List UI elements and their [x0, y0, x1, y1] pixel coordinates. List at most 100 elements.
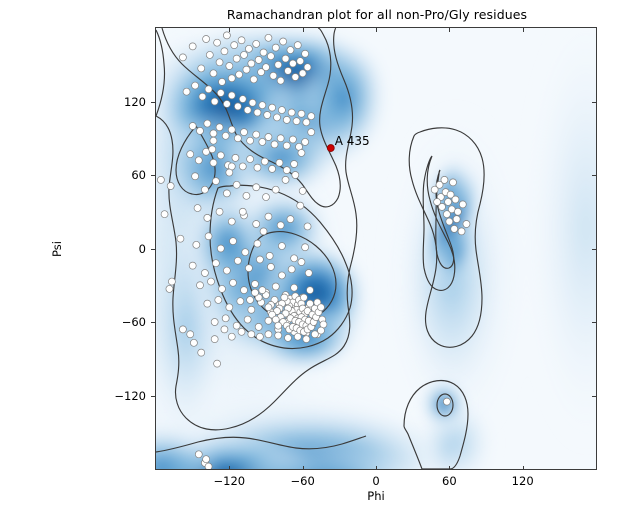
y-tick-mark-right [592, 101, 596, 103]
scatter-point [242, 191, 251, 200]
scatter-point [203, 214, 212, 222]
scatter-point [289, 135, 297, 144]
scatter-point [220, 325, 229, 334]
scatter-point [303, 63, 312, 72]
scatter-point [279, 37, 287, 46]
scatter-point [252, 130, 261, 139]
scatter-point [191, 172, 199, 181]
scatter-point [273, 113, 281, 122]
y-tick-mark-right [592, 395, 596, 397]
highlighted-residue-marker[interactable] [326, 144, 335, 152]
x-tick-mark-top [522, 28, 524, 32]
scatter-point [188, 261, 197, 270]
scatter-point [282, 141, 291, 150]
scatter-point [204, 85, 213, 94]
scatter-point [269, 71, 278, 80]
scatter-point [268, 165, 276, 173]
scatter-point [229, 278, 237, 287]
scatter-point [444, 198, 452, 206]
scatter-point [262, 63, 270, 72]
ramachandran-plot-axes[interactable] [155, 27, 597, 470]
highlighted-residue-point[interactable] [326, 144, 335, 152]
scatter-point [247, 59, 256, 68]
scatter-point [263, 111, 272, 119]
scatter-point [462, 220, 471, 228]
scatter-point [209, 69, 218, 78]
x-tick-mark-top [229, 28, 231, 32]
y-tick-mark [151, 395, 155, 397]
scatter-point [271, 185, 280, 194]
scatter-point [267, 263, 275, 271]
scatter-point [213, 38, 221, 47]
scatter-point [458, 200, 467, 209]
scatter-point [237, 36, 246, 45]
scatter-point [296, 201, 305, 210]
x-axis-label: Phi [367, 489, 385, 503]
scatter-point [225, 168, 234, 177]
scatter-point [245, 44, 253, 53]
scatter-point [450, 225, 459, 233]
scatter-point [215, 123, 224, 132]
scatter-point [202, 35, 210, 43]
scatter-point [290, 254, 298, 263]
scatter-point [190, 338, 198, 347]
x-tick-label: 60 [442, 474, 457, 488]
scatter-point [259, 48, 268, 57]
scatter-point [293, 332, 302, 341]
scatter-point [253, 239, 262, 248]
scatter-point [194, 450, 203, 459]
scatter-point [209, 136, 218, 145]
scatter-point [188, 42, 197, 51]
scatter-point [203, 299, 212, 308]
scatter-point [205, 51, 214, 59]
scatter-point [307, 112, 316, 121]
scatter-point [257, 68, 265, 76]
scatter-point [276, 76, 285, 85]
scatter-point [251, 288, 259, 297]
scatter-point [452, 215, 461, 223]
y-tick-label: −120 [114, 388, 146, 403]
scatter-point [254, 323, 263, 331]
scatter-point [197, 348, 206, 357]
scatter-point [234, 102, 242, 111]
scatter-point [216, 89, 225, 97]
scatter-point [179, 53, 187, 62]
scatter-point [213, 359, 221, 368]
scatter-point [253, 163, 262, 172]
scatter-point [182, 87, 191, 96]
scatter-point [449, 178, 457, 187]
scatter-point [264, 316, 273, 325]
scatter-point [220, 47, 229, 56]
scatter-point [215, 207, 224, 216]
scatter-point [282, 116, 291, 124]
y-tick-mark [151, 175, 155, 176]
scatter-point [203, 119, 212, 128]
y-tick-label: 120 [124, 94, 146, 109]
scatter-point [281, 176, 290, 184]
scatter-point [227, 332, 236, 341]
scatter-point [238, 162, 247, 171]
scatter-point [229, 237, 237, 245]
scatter-point [274, 321, 283, 330]
scatter-point [259, 227, 268, 236]
scatter-point [306, 299, 314, 308]
scatter-point [281, 54, 290, 63]
y-tick-mark [151, 322, 155, 323]
scatter-point [254, 56, 263, 64]
scatter-point [276, 221, 285, 230]
scatter-point [292, 117, 301, 125]
scatter-point [247, 305, 256, 314]
scatter-point [196, 281, 204, 290]
scatter-point [214, 296, 223, 304]
scatter-point [186, 330, 195, 339]
scatter-points-layer [157, 31, 471, 469]
scatter-point [270, 140, 279, 149]
scatter-point [440, 176, 449, 184]
scatter-point [267, 52, 275, 61]
scatter-point [210, 335, 219, 343]
scatter-point [317, 326, 325, 335]
scatter-point [202, 455, 210, 464]
scatter-point [238, 95, 247, 103]
scatter-point [210, 97, 219, 106]
scatter-point [262, 193, 270, 201]
